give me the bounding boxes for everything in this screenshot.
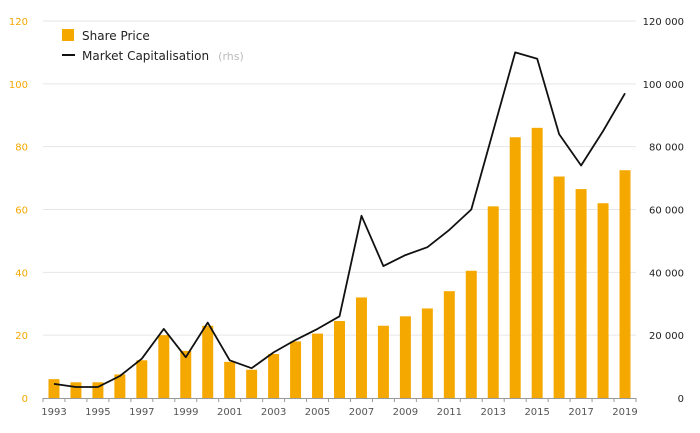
- bar-share-price: [48, 379, 60, 398]
- share-price-bars: [48, 127, 631, 399]
- x-tick-label: 2015: [524, 407, 549, 418]
- bar-share-price: [399, 316, 411, 398]
- x-tick-label: 2009: [393, 407, 418, 418]
- left-tick-label: 0: [22, 394, 28, 405]
- right-tick-label: 100 000: [643, 80, 684, 91]
- x-tick-label: 2013: [481, 407, 506, 418]
- right-tick-label: 60 000: [649, 206, 684, 217]
- bar-share-price: [334, 321, 345, 398]
- bar-share-price: [465, 270, 477, 398]
- right-axis-ticks: 0 20 000 40 000 60 000 80 000 100 000 120 000: [643, 17, 684, 405]
- bar-share-price: [619, 170, 631, 398]
- bar-share-price: [180, 350, 192, 398]
- left-tick-label: 60: [15, 206, 28, 217]
- legend-swatch-share-price: [62, 29, 74, 41]
- bar-share-price: [355, 297, 367, 398]
- x-tick-label: 1997: [129, 407, 154, 418]
- market-cap-line-layer: [53, 51, 626, 388]
- x-tick-label: 1995: [85, 407, 110, 418]
- legend-market-cap-note: (rhs): [218, 50, 244, 63]
- bar-share-price: [158, 335, 170, 398]
- bar-share-price: [268, 354, 280, 398]
- left-tick-label: 80: [15, 143, 28, 154]
- bar-share-price: [224, 361, 236, 398]
- bar-share-price: [575, 189, 587, 398]
- bar-share-price: [114, 374, 126, 398]
- x-tick-label: 2017: [568, 407, 593, 418]
- left-tick-label: 40: [15, 268, 28, 279]
- bar-share-price: [377, 325, 389, 398]
- bar-share-price: [443, 291, 455, 398]
- right-tick-label: 40 000: [649, 268, 684, 279]
- x-tick-label: 2011: [437, 407, 462, 418]
- x-tick-label: 2019: [612, 407, 637, 418]
- x-tick-label: 2001: [217, 407, 242, 418]
- x-tick-label: 2007: [349, 407, 374, 418]
- bar-share-price: [202, 325, 214, 398]
- legend-market-cap-name: Market Capitalisation: [82, 49, 209, 63]
- bar-share-price: [136, 360, 148, 398]
- bar-share-price: [509, 137, 521, 398]
- left-axis-ticks: 0 20 40 60 80 100 120: [9, 17, 28, 405]
- x-tick-label: 1993: [41, 407, 66, 418]
- line-market-cap: [53, 51, 626, 388]
- grid-lines: [43, 20, 636, 336]
- right-tick-label: 20 000: [649, 331, 684, 342]
- legend-label-market-cap: Market Capitalisation (rhs): [82, 45, 244, 64]
- bar-share-price: [487, 206, 499, 398]
- legend-label-share-price: Share Price: [82, 29, 150, 43]
- bar-share-price: [553, 176, 565, 398]
- legend: Share Price Market Capitalisation (rhs): [62, 29, 244, 64]
- left-tick-label: 120: [9, 17, 28, 28]
- bar-share-price: [70, 382, 82, 398]
- bar-share-price: [421, 308, 433, 398]
- right-tick-label: 0: [678, 394, 684, 405]
- x-tick-label: 2005: [305, 407, 330, 418]
- bar-share-price: [246, 369, 258, 398]
- right-tick-label: 120 000: [643, 17, 684, 28]
- bar-share-price: [312, 333, 324, 398]
- bar-share-price: [531, 127, 543, 399]
- x-axis: 1993 1995 1997 1999 2001 2003 2005 2007 2009 2011…: [41, 398, 638, 418]
- bar-share-price: [92, 382, 104, 398]
- bar-share-price: [597, 203, 609, 398]
- x-tick-label: 1999: [173, 407, 198, 418]
- right-tick-label: 80 000: [649, 143, 684, 154]
- x-tick-label: 2003: [261, 407, 286, 418]
- left-tick-label: 20: [15, 331, 28, 342]
- left-tick-label: 100: [9, 80, 28, 91]
- bar-share-price: [290, 341, 302, 398]
